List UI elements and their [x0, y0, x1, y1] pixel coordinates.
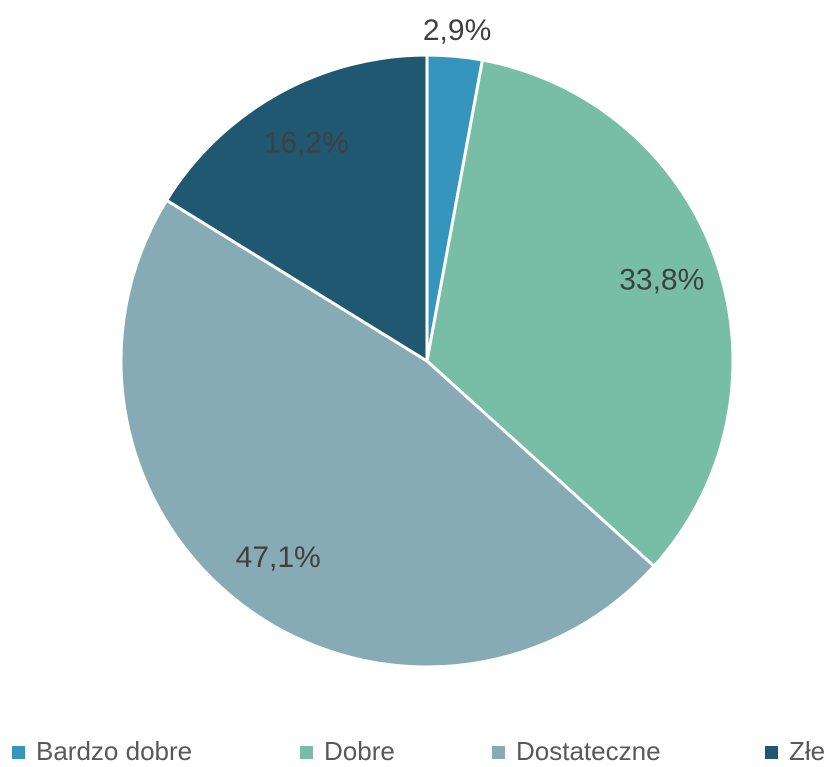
pie-slice	[164, 53, 429, 364]
data-label: 16,2%	[264, 126, 349, 159]
legend-swatch	[300, 746, 313, 759]
data-label: 47,1%	[236, 541, 321, 574]
legend-label: Złe	[789, 736, 825, 766]
legend-label: Dobre	[324, 736, 395, 766]
legend-label: Dostateczne	[516, 736, 661, 766]
data-label: 33,8%	[619, 263, 704, 296]
legend-label: Bardzo dobre	[36, 736, 192, 766]
data-label: 2,9%	[423, 14, 491, 47]
legend-swatch	[765, 746, 778, 759]
legend-swatch	[492, 746, 505, 759]
legend-swatch	[12, 746, 25, 759]
pie-slice	[425, 58, 735, 569]
pie-slice	[119, 198, 657, 669]
